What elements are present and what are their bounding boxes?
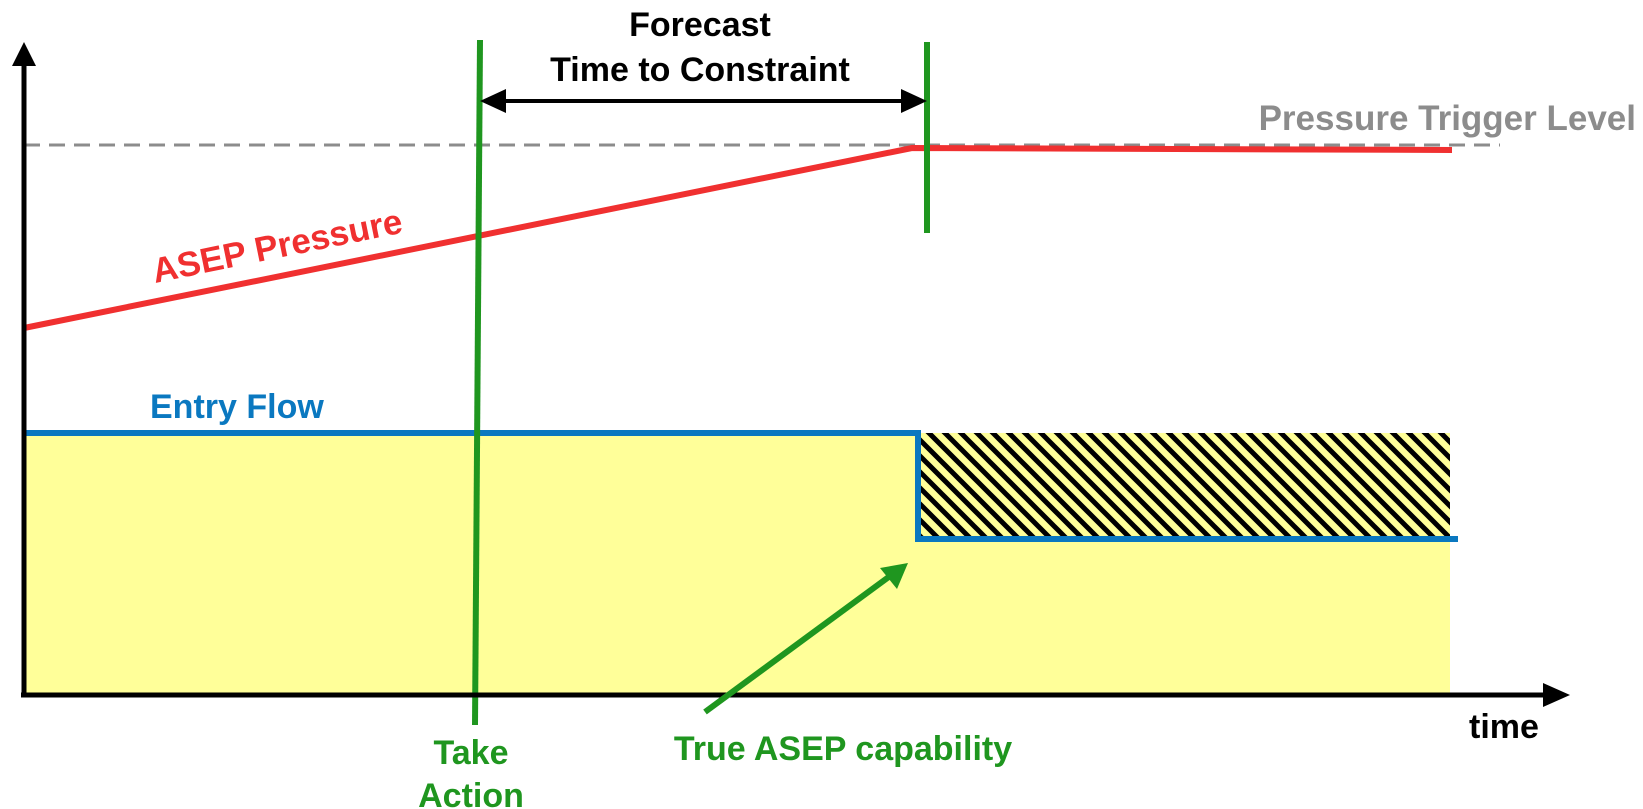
y-axis-arrowhead	[12, 42, 36, 66]
time-axis-label: time	[1469, 708, 1539, 746]
x-axis-arrowhead	[1543, 683, 1570, 707]
pressure-trigger-label: Pressure Trigger Level	[1259, 99, 1636, 138]
forecast-label-line2: Time to Constraint	[550, 51, 850, 89]
capacity-gap-hatch	[918, 433, 1450, 539]
take-action-label-line1: Take	[434, 734, 509, 772]
entry-flow-label: Entry Flow	[150, 388, 324, 426]
forecast-arrowhead-left	[480, 89, 506, 113]
take-action-label-line2: Action	[418, 777, 524, 809]
forecast-label-line1: Forecast	[629, 6, 771, 44]
forecast-arrowhead-right	[901, 89, 927, 113]
take-action-marker	[472, 39, 483, 726]
true-capability-arrowhead	[880, 563, 908, 589]
entry-flow-line	[24, 430, 1458, 542]
true-capability-arrow-shaft	[703, 573, 892, 715]
asep-pressure-line	[23, 144, 1453, 331]
true-capability-label: True ASEP capability	[674, 730, 1012, 768]
